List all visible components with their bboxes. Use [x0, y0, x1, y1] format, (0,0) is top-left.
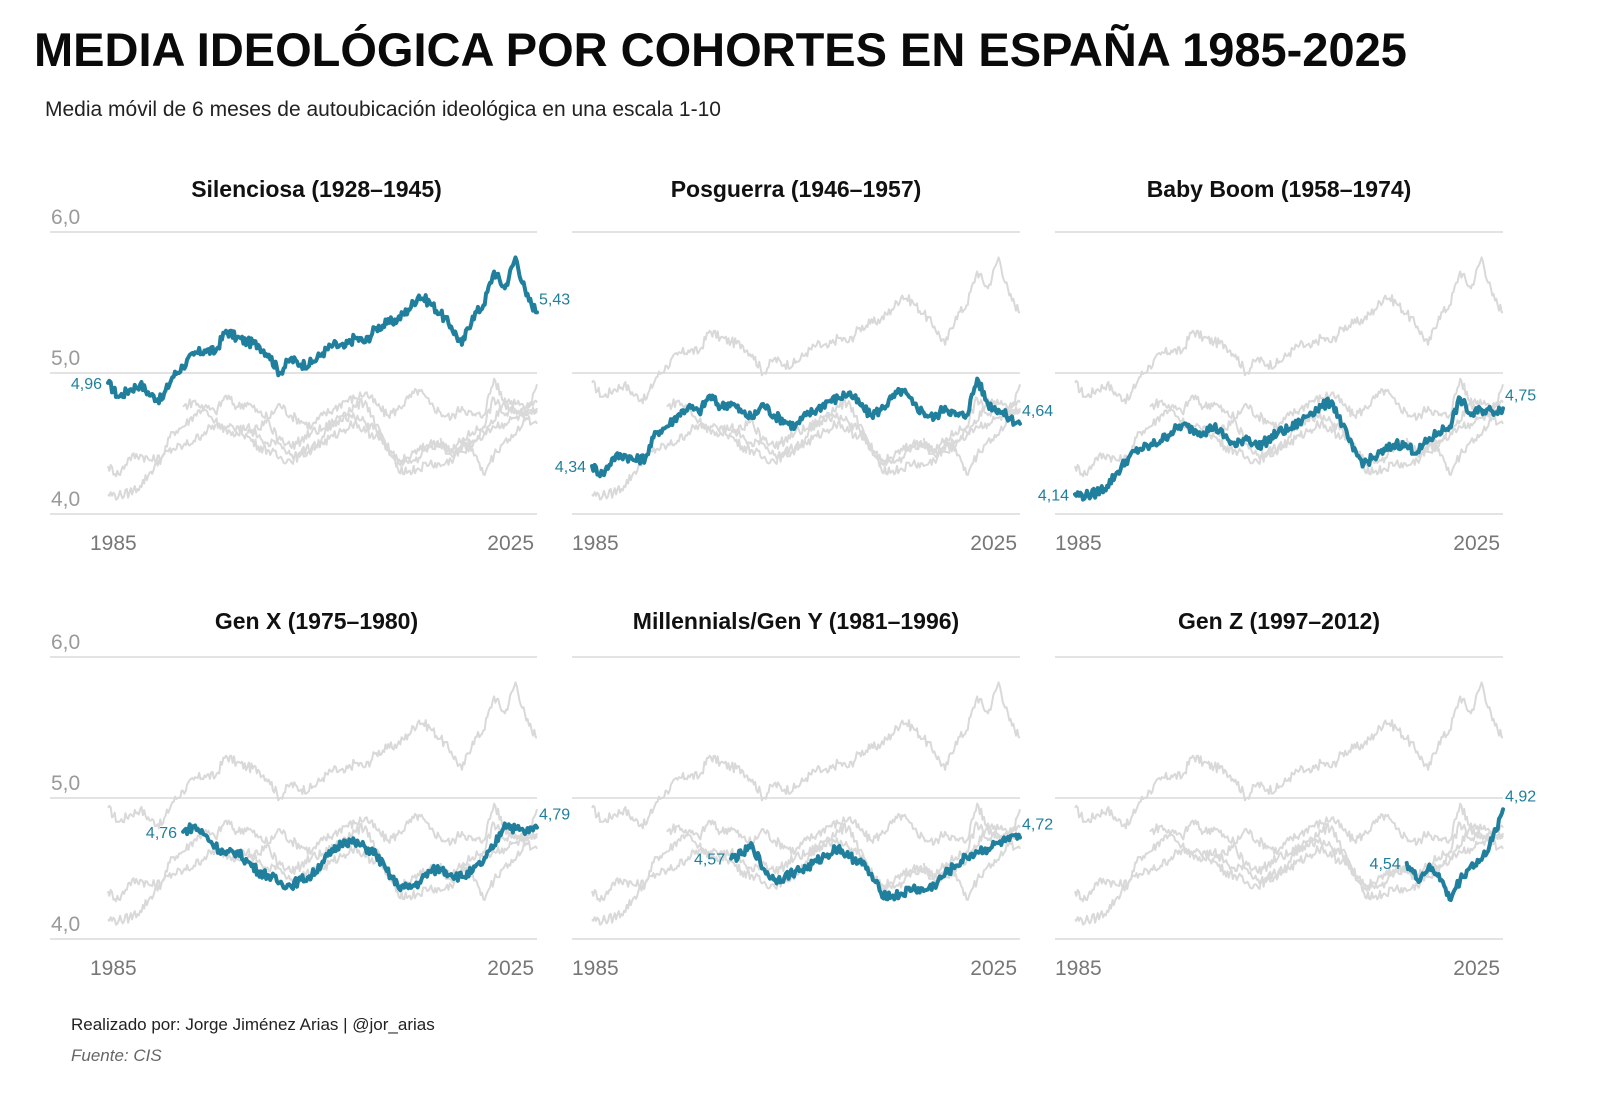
panel-5: 1985 2025 Millennials/Gen Y (1981–1996) 4,5…	[572, 608, 1053, 980]
highlight-series-line	[729, 832, 1022, 902]
panel-3: 1985 2025 Baby Boom (1958–1974) 4,14 4,75	[1038, 176, 1536, 555]
x-tick-label: 1985	[1055, 957, 1102, 980]
context-series-line	[107, 396, 538, 501]
highlight-series-line	[1073, 395, 1505, 502]
end-value-label: 4,72	[1022, 816, 1053, 833]
context-series-line	[922, 384, 1021, 476]
context-series-line	[107, 681, 538, 830]
panel-title: Silenciosa (1928–1945)	[191, 176, 442, 202]
context-series-line	[107, 802, 538, 903]
y-tick-label: 6,0	[51, 206, 80, 229]
panel-6: 1985 2025 Gen Z (1997–2012) 4,54 4,92	[1055, 608, 1536, 980]
chart-subtitle: Media móvil de 6 meses de autoubicación …	[45, 98, 721, 121]
context-series-line	[107, 821, 538, 926]
start-value-label: 4,14	[1038, 487, 1069, 504]
x-tick-label: 1985	[572, 532, 619, 555]
panel-title: Baby Boom (1958–1974)	[1147, 176, 1412, 202]
credit-line: Realizado por: Jorge Jiménez Arias | @jo…	[71, 1015, 435, 1034]
highlight-series-line	[1404, 807, 1505, 902]
context-series-line	[1074, 681, 1504, 830]
source-line: Fuente: CIS	[71, 1046, 162, 1065]
start-value-label: 4,54	[1370, 856, 1401, 873]
x-tick-label: 2025	[970, 532, 1017, 555]
end-value-label: 4,75	[1505, 387, 1536, 404]
highlight-series-line	[181, 821, 539, 893]
context-series-line	[1213, 833, 1504, 901]
x-tick-label: 2025	[1453, 957, 1500, 980]
highlight-series-line	[106, 255, 539, 406]
context-series-line	[591, 821, 1021, 926]
x-tick-label: 1985	[572, 957, 619, 980]
end-value-label: 4,79	[539, 807, 570, 824]
x-tick-label: 1985	[1055, 532, 1102, 555]
y-tick-label: 6,0	[51, 631, 80, 654]
start-value-label: 4,34	[555, 459, 586, 476]
end-value-label: 4,64	[1022, 403, 1053, 420]
start-value-label: 4,96	[71, 376, 102, 393]
highlight-series-line	[590, 376, 1022, 479]
start-value-label: 4,76	[146, 825, 177, 842]
context-series-line	[1074, 802, 1504, 903]
context-series-line	[1074, 821, 1504, 926]
context-series-line	[246, 408, 538, 476]
panel-title: Millennials/Gen Y (1981–1996)	[633, 608, 959, 634]
context-series-line	[1074, 256, 1504, 405]
y-tick-label: 5,0	[51, 347, 80, 370]
chart-title: MEDIA IDEOLÓGICA POR COHORTES EN ESPAÑA …	[34, 23, 1407, 76]
context-series-line	[1074, 377, 1504, 478]
x-tick-label: 2025	[970, 957, 1017, 980]
context-series-line	[591, 396, 1021, 501]
context-series-line	[591, 802, 1021, 903]
context-series-line	[922, 809, 1021, 901]
panel-2: 1985 2025 Posguerra (1946–1957) 4,34 4,64	[555, 176, 1053, 555]
panel-title: Posguerra (1946–1957)	[671, 176, 922, 202]
panel-1: 4,0 5,0 6,0 1985 2025 Silenciosa (1928–1945) 4…	[50, 176, 570, 555]
start-value-label: 4,57	[694, 852, 725, 869]
panel-title: Gen Z (1997–2012)	[1178, 608, 1380, 634]
x-tick-label: 1985	[90, 957, 137, 980]
context-series-line	[591, 256, 1021, 405]
end-value-label: 4,92	[1505, 788, 1536, 805]
x-tick-label: 2025	[487, 957, 534, 980]
y-tick-label: 5,0	[51, 772, 80, 795]
x-tick-label: 2025	[487, 532, 534, 555]
end-value-label: 5,43	[539, 291, 570, 308]
context-series-line	[107, 377, 538, 478]
context-series-line	[730, 408, 1021, 476]
context-series-line	[591, 681, 1021, 830]
panel-4: 4,0 5,0 6,0 1985 2025 Gen X (1975–1980) 4,76 4,…	[50, 608, 570, 980]
x-tick-label: 2025	[1453, 532, 1500, 555]
panel-title: Gen X (1975–1980)	[215, 608, 418, 634]
x-tick-label: 1985	[90, 532, 137, 555]
y-tick-label: 4,0	[51, 488, 80, 511]
y-tick-label: 4,0	[51, 913, 80, 936]
context-series-line	[439, 384, 538, 476]
